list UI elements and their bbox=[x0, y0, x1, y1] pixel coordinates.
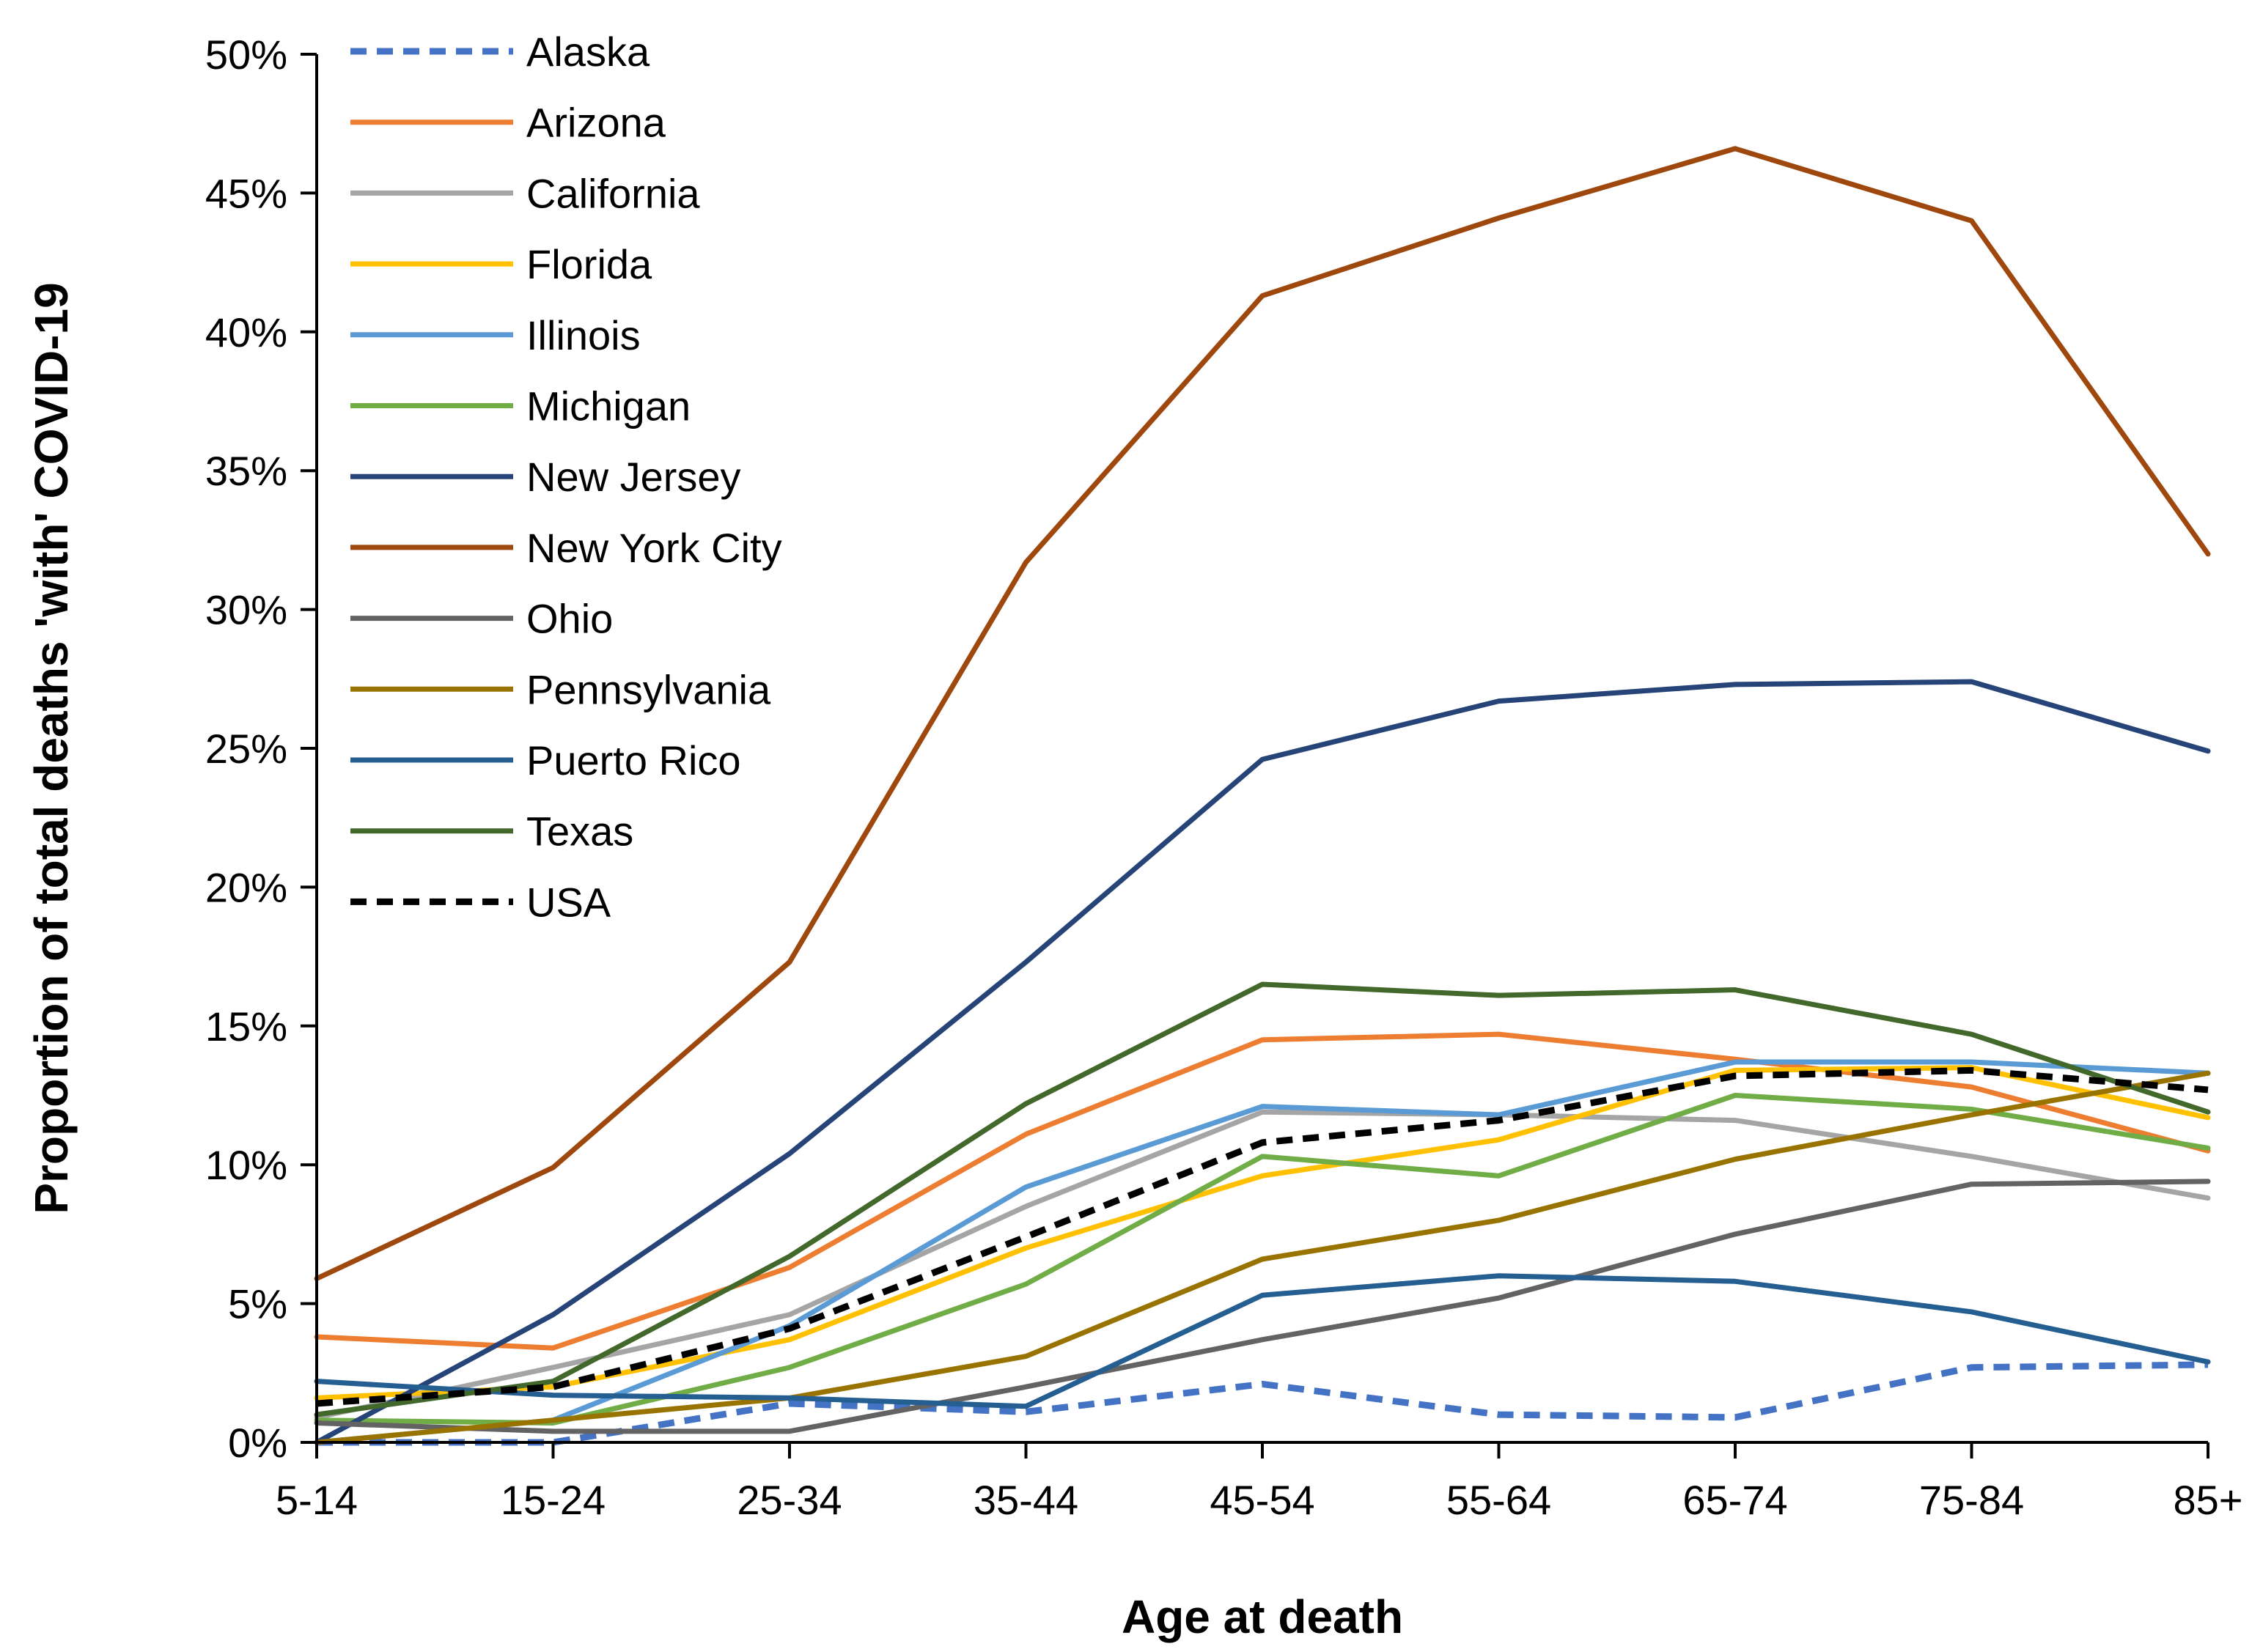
series-line-michigan bbox=[314, 1093, 2211, 1426]
y-tick-label: 5% bbox=[228, 1281, 287, 1327]
series-line-usa bbox=[316, 1066, 2209, 1407]
series-line-puerto-rico bbox=[314, 1273, 2211, 1409]
legend-label-usa: USA bbox=[526, 879, 611, 925]
series-line-alaska bbox=[317, 1361, 2209, 1446]
y-tick-label: 50% bbox=[205, 32, 287, 78]
y-tick-label: 15% bbox=[205, 1003, 287, 1050]
x-axis-ticks: 5-14 15-24 25-34 35-44 45-54 55-64 65-74 75-84 8… bbox=[276, 1442, 2243, 1523]
x-tick-label: 5-14 bbox=[276, 1477, 358, 1523]
x-tick-label: 85+ bbox=[2174, 1477, 2243, 1523]
legend-label-alaska: Alaska bbox=[526, 29, 650, 75]
x-tick-label: 55-64 bbox=[1446, 1477, 1551, 1523]
y-tick-label: 25% bbox=[205, 726, 287, 772]
y-tick-label: 10% bbox=[205, 1142, 287, 1188]
legend-label-new-york-city: New York City bbox=[526, 525, 782, 571]
series-line-new-york-city bbox=[314, 146, 2211, 1282]
series-line-ohio bbox=[314, 1179, 2211, 1434]
y-tick-label: 35% bbox=[205, 448, 287, 494]
series-line-illinois bbox=[314, 1059, 2211, 1445]
series-line-california bbox=[314, 1109, 2211, 1420]
y-tick-label: 0% bbox=[228, 1420, 287, 1466]
series-line-texas bbox=[314, 981, 2211, 1417]
legend-label-texas: Texas bbox=[526, 808, 633, 855]
legend: Alaska Arizona California Florida Illinois Mi… bbox=[350, 29, 782, 925]
series-line-new-jersey bbox=[314, 679, 2211, 1445]
legend-label-puerto-rico: Puerto Rico bbox=[526, 737, 741, 783]
series-line-florida bbox=[314, 1065, 2211, 1401]
x-tick-label: 35-44 bbox=[974, 1477, 1078, 1523]
x-tick-label: 15-24 bbox=[501, 1477, 606, 1523]
series-line-pennsylvania bbox=[314, 1070, 2211, 1445]
y-axis-title: Proportion of total deaths 'with' COVID-… bbox=[25, 282, 78, 1214]
legend-label-florida: Florida bbox=[526, 241, 652, 287]
x-tick-label: 75-84 bbox=[1919, 1477, 2024, 1523]
y-tick-label: 40% bbox=[205, 309, 287, 355]
legend-label-ohio: Ohio bbox=[526, 596, 613, 642]
x-tick-label: 65-74 bbox=[1682, 1477, 1787, 1523]
y-tick-label: 45% bbox=[205, 170, 287, 216]
x-tick-label: 25-34 bbox=[737, 1477, 842, 1523]
x-axis-title: Age at death bbox=[1122, 1590, 1403, 1643]
y-axis-ticks: 0% 5% 10% 15% 20% 25% 30% 35% 40% 45% 50% bbox=[205, 32, 317, 1466]
legend-label-new-jersey: New Jersey bbox=[526, 454, 741, 500]
y-tick-label: 20% bbox=[205, 864, 287, 910]
series-lines bbox=[314, 146, 2211, 1446]
legend-label-michigan: Michigan bbox=[526, 383, 691, 429]
x-tick-label: 45-54 bbox=[1210, 1477, 1314, 1523]
legend-label-illinois: Illinois bbox=[526, 312, 641, 358]
legend-label-pennsylvania: Pennsylvania bbox=[526, 666, 771, 712]
legend-label-california: California bbox=[526, 170, 700, 216]
legend-label-arizona: Arizona bbox=[526, 100, 666, 146]
series-line-arizona bbox=[314, 1031, 2211, 1351]
y-tick-label: 30% bbox=[205, 587, 287, 633]
